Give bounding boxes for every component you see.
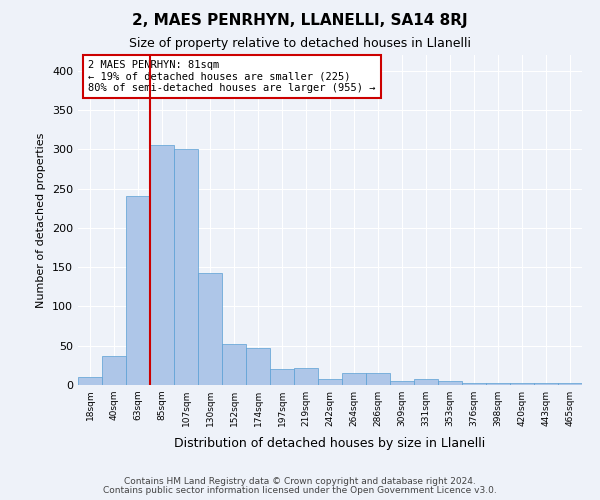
Bar: [270, 370, 294, 385]
Bar: [126, 196, 150, 385]
Bar: [222, 344, 246, 385]
Bar: [78, 377, 102, 385]
Bar: [318, 378, 342, 385]
Bar: [462, 382, 486, 385]
Bar: [510, 384, 534, 385]
Bar: [486, 384, 510, 385]
Bar: [246, 348, 270, 385]
Text: 2, MAES PENRHYN, LLANELLI, SA14 8RJ: 2, MAES PENRHYN, LLANELLI, SA14 8RJ: [132, 12, 468, 28]
Bar: [342, 373, 366, 385]
Text: Contains HM Land Registry data © Crown copyright and database right 2024.: Contains HM Land Registry data © Crown c…: [124, 477, 476, 486]
Bar: [198, 274, 222, 385]
Bar: [174, 150, 198, 385]
Bar: [534, 384, 558, 385]
Bar: [558, 384, 582, 385]
Text: Size of property relative to detached houses in Llanelli: Size of property relative to detached ho…: [129, 38, 471, 51]
Bar: [102, 356, 126, 385]
Bar: [294, 368, 318, 385]
Bar: [414, 378, 438, 385]
Bar: [366, 373, 390, 385]
Bar: [150, 146, 174, 385]
Bar: [438, 381, 462, 385]
Text: 2 MAES PENRHYN: 81sqm
← 19% of detached houses are smaller (225)
80% of semi-det: 2 MAES PENRHYN: 81sqm ← 19% of detached …: [88, 60, 376, 93]
Text: Contains public sector information licensed under the Open Government Licence v3: Contains public sector information licen…: [103, 486, 497, 495]
Y-axis label: Number of detached properties: Number of detached properties: [37, 132, 46, 308]
X-axis label: Distribution of detached houses by size in Llanelli: Distribution of detached houses by size …: [175, 438, 485, 450]
Bar: [390, 381, 414, 385]
